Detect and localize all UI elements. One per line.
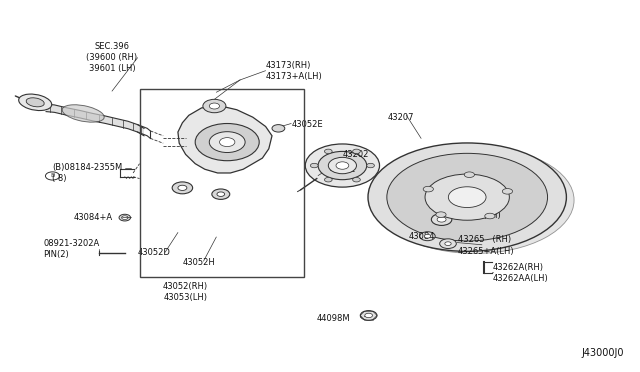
Circle shape	[203, 99, 226, 113]
Circle shape	[353, 177, 360, 182]
Text: 43084+A: 43084+A	[74, 213, 113, 222]
Circle shape	[220, 138, 235, 147]
Text: 43052H: 43052H	[182, 258, 215, 267]
Text: 43084: 43084	[408, 232, 435, 241]
Ellipse shape	[502, 189, 513, 194]
Ellipse shape	[436, 212, 446, 217]
Circle shape	[367, 163, 374, 168]
Text: (B)08184-2355M
( 8): (B)08184-2355M ( 8)	[52, 163, 123, 183]
Text: 43262A(RH)
43262AA(LH): 43262A(RH) 43262AA(LH)	[493, 263, 548, 283]
Circle shape	[440, 239, 456, 248]
Circle shape	[437, 217, 446, 222]
Circle shape	[336, 162, 349, 169]
Circle shape	[195, 124, 259, 161]
Ellipse shape	[484, 213, 495, 219]
Circle shape	[360, 311, 377, 320]
Polygon shape	[178, 106, 272, 173]
Text: 43207: 43207	[387, 113, 413, 122]
Circle shape	[212, 189, 230, 199]
Text: 43265   (RH)
43265+A(LH): 43265 (RH) 43265+A(LH)	[458, 235, 514, 256]
Text: 43052D: 43052D	[138, 248, 170, 257]
Circle shape	[328, 157, 356, 174]
Text: 43052E: 43052E	[291, 120, 323, 129]
Ellipse shape	[464, 172, 474, 177]
Circle shape	[445, 242, 451, 246]
Circle shape	[209, 103, 220, 109]
Circle shape	[365, 313, 372, 318]
Text: J43000J0: J43000J0	[582, 348, 624, 358]
Ellipse shape	[62, 105, 104, 122]
Circle shape	[272, 125, 285, 132]
Ellipse shape	[423, 186, 433, 192]
Circle shape	[209, 132, 245, 153]
Circle shape	[420, 232, 435, 241]
Circle shape	[324, 177, 332, 182]
Text: 44098M: 44098M	[317, 314, 351, 323]
Ellipse shape	[26, 98, 44, 107]
Circle shape	[324, 149, 332, 154]
Circle shape	[172, 182, 193, 194]
Ellipse shape	[387, 153, 548, 241]
Text: SEC.396
(39600 (RH)
39601 (LH): SEC.396 (39600 (RH) 39601 (LH)	[86, 42, 138, 73]
Circle shape	[431, 214, 452, 225]
Circle shape	[217, 192, 225, 196]
Polygon shape	[46, 104, 144, 136]
Ellipse shape	[449, 187, 486, 208]
Text: 43222: 43222	[330, 165, 356, 174]
Text: 43037    (RH)
43037+A(LH): 43037 (RH) 43037+A(LH)	[445, 200, 502, 220]
Text: 08921-3202A
PIN(2): 08921-3202A PIN(2)	[44, 239, 100, 259]
Circle shape	[353, 149, 360, 154]
Circle shape	[305, 144, 380, 187]
Ellipse shape	[425, 174, 509, 220]
Circle shape	[318, 151, 367, 180]
Circle shape	[122, 216, 128, 219]
Text: 43052(RH)
43053(LH): 43052(RH) 43053(LH)	[163, 282, 208, 302]
Circle shape	[424, 234, 431, 238]
Circle shape	[310, 163, 318, 168]
Circle shape	[178, 185, 187, 190]
Circle shape	[119, 214, 131, 221]
Ellipse shape	[376, 147, 574, 253]
Text: 43202: 43202	[342, 150, 369, 159]
Ellipse shape	[19, 94, 52, 110]
Bar	[140, 89, 304, 277]
Ellipse shape	[368, 143, 566, 251]
Text: 43173(RH)
43173+A(LH): 43173(RH) 43173+A(LH)	[266, 61, 323, 81]
Text: B: B	[51, 173, 54, 179]
